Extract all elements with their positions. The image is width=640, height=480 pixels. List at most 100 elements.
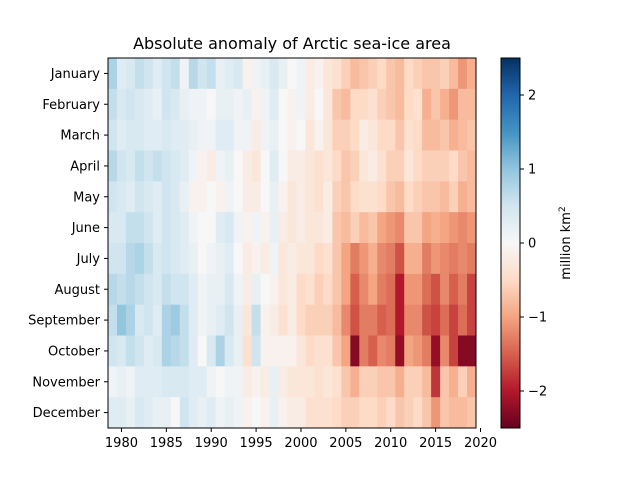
heatmap-cell <box>395 397 405 429</box>
heatmap-cell <box>233 88 244 121</box>
heatmap-cell <box>422 273 432 306</box>
heatmap-cell <box>395 181 405 213</box>
heatmap-cell <box>161 273 172 306</box>
heatmap-cell <box>161 397 172 429</box>
heatmap-cell <box>179 304 190 336</box>
heatmap-cell <box>161 88 172 121</box>
heatmap-cell <box>143 58 154 90</box>
heatmap-cell <box>323 243 333 275</box>
heatmap-cell <box>170 212 181 244</box>
heatmap-cell <box>108 88 118 121</box>
heatmap-cell <box>305 304 315 336</box>
heatmap-cell <box>323 273 333 306</box>
heatmap-cell <box>314 119 324 151</box>
heatmap-cell <box>152 88 163 121</box>
heatmap-cell <box>341 335 351 367</box>
heatmap-cell <box>197 150 208 182</box>
heatmap-cell <box>350 304 360 336</box>
heatmap-cell <box>287 366 297 398</box>
heatmap-cell <box>467 397 477 429</box>
heatmap-cell <box>233 366 244 398</box>
heatmap-cell <box>305 150 315 182</box>
heatmap-cell <box>197 58 208 90</box>
heatmap-cell <box>278 119 288 151</box>
heatmap-cell <box>269 335 279 367</box>
heatmap-cell <box>350 397 360 429</box>
heatmap-cell <box>323 119 333 151</box>
heatmap-cell <box>350 212 360 244</box>
heatmap-cell <box>251 397 261 429</box>
heatmap-cell <box>143 181 154 213</box>
heatmap-cell <box>458 181 468 213</box>
heatmap-cell <box>287 212 297 244</box>
heatmap-cell <box>233 58 244 90</box>
heatmap-cell <box>431 397 441 429</box>
heatmap-cell <box>143 119 154 151</box>
heatmap-cell <box>260 397 270 429</box>
heatmap-cell <box>188 366 199 398</box>
heatmap-cell <box>125 243 136 275</box>
heatmap-cell <box>296 88 306 121</box>
heatmap-cell <box>108 366 118 398</box>
y-tick-label: November <box>32 375 100 390</box>
heatmap-cell <box>368 58 378 90</box>
heatmap-cell <box>413 397 423 429</box>
heatmap-cell <box>359 304 369 336</box>
heatmap-cell <box>287 119 297 151</box>
heatmap-cell <box>341 397 351 429</box>
heatmap-cell <box>287 181 297 213</box>
heatmap-cell <box>206 243 217 275</box>
heatmap-cell <box>467 119 477 151</box>
heatmap-cell <box>143 397 154 429</box>
heatmap-cell <box>368 212 378 244</box>
colorbar-tick-label: 2 <box>528 89 536 104</box>
heatmap-cell <box>368 243 378 275</box>
heatmap-cell <box>413 212 423 244</box>
heatmap-cell <box>287 397 297 429</box>
heatmap-cell <box>260 88 270 121</box>
heatmap-cell <box>404 88 414 121</box>
heatmap-cell <box>359 212 369 244</box>
heatmap-cell <box>440 181 450 213</box>
heatmap-cell <box>395 150 405 182</box>
heatmap-cell <box>404 150 414 182</box>
heatmap-cell <box>422 181 432 213</box>
heatmap-cell <box>296 119 306 151</box>
heatmap-cell <box>242 119 253 151</box>
heatmap-cell <box>233 335 244 367</box>
heatmap-cell <box>125 88 136 121</box>
heatmap-cell <box>251 273 261 306</box>
heatmap-cell <box>143 212 154 244</box>
heatmap-cell <box>404 58 414 90</box>
heatmap-cell <box>377 366 387 398</box>
heatmap-cell <box>386 212 396 244</box>
colorbar-tick-label: −1 <box>528 311 547 326</box>
heatmap-cell <box>305 88 315 121</box>
heatmap-cell <box>305 212 315 244</box>
colorbar <box>500 57 521 429</box>
y-tick-label: September <box>28 314 101 329</box>
heatmap-cell <box>278 366 288 398</box>
heatmap-cell <box>125 119 136 151</box>
heatmap-cell <box>323 397 333 429</box>
heatmap-cell <box>251 366 261 398</box>
heatmap-cell <box>108 181 118 213</box>
heatmap-cell <box>170 150 181 182</box>
heatmap-cell <box>395 335 405 367</box>
heatmap-cell <box>287 88 297 121</box>
heatmap-cell <box>233 150 244 182</box>
heatmap-cell <box>224 119 235 151</box>
heatmap-cell <box>161 150 172 182</box>
heatmap-cell <box>449 88 459 121</box>
y-tick-label: June <box>71 221 100 236</box>
heatmap-cell <box>134 335 145 367</box>
heatmap-cell <box>377 243 387 275</box>
heatmap-cell <box>161 181 172 213</box>
heatmap-cell <box>395 119 405 151</box>
heatmap-cell <box>458 335 468 367</box>
heatmap-cell <box>431 273 441 306</box>
heatmap-cell <box>359 58 369 90</box>
heatmap-cell <box>197 397 208 429</box>
heatmap-cell <box>305 119 315 151</box>
heatmap-cell <box>296 58 306 90</box>
